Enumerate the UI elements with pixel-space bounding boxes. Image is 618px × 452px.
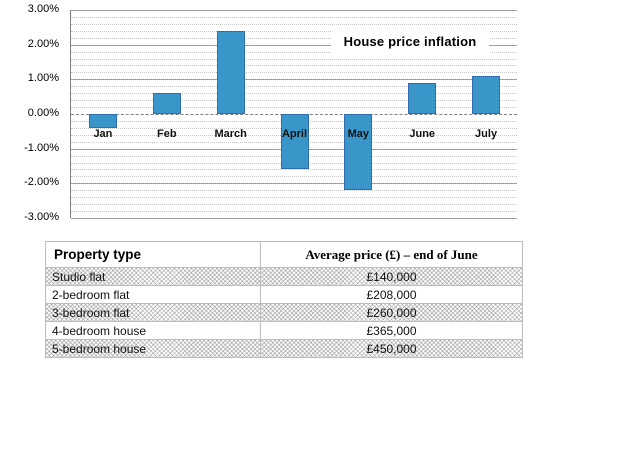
bar-july	[472, 75, 501, 114]
category-label-jan: Jan	[93, 128, 113, 140]
average-price-cell: £260,000	[260, 303, 523, 322]
property-type-cell: Studio flat	[45, 267, 261, 286]
minor-gridline	[71, 211, 517, 213]
minor-gridline	[71, 204, 517, 206]
average-price-cell: £140,000	[260, 267, 523, 286]
category-label-june: June	[409, 128, 436, 140]
y-axis-tick-label: -1.00%	[24, 141, 59, 154]
major-gridline	[71, 183, 517, 185]
property-type-cell: 2-bedroom flat	[45, 285, 261, 304]
bar-feb	[152, 93, 181, 114]
table-body: Studio flat £140,000 2-bedroom flat £208,00…	[45, 267, 523, 358]
table-row: 4-bedroom house £365,000	[45, 321, 523, 340]
table-row: 3-bedroom flat £260,000	[45, 303, 523, 322]
category-label-feb: Feb	[157, 128, 177, 140]
category-label-may: May	[347, 128, 370, 140]
category-label-april: April	[281, 128, 308, 140]
average-price-cell: £365,000	[260, 321, 523, 340]
minor-gridline	[71, 176, 517, 178]
major-gridline	[71, 218, 517, 219]
minor-gridline	[71, 65, 517, 67]
minor-gridline	[71, 100, 517, 102]
minor-gridline	[71, 169, 517, 171]
minor-gridline	[71, 93, 517, 95]
average-price-cell: £450,000	[260, 339, 523, 358]
minor-gridline	[71, 30, 517, 32]
minor-gridline	[71, 23, 517, 25]
y-axis-tick-label: 3.00%	[27, 3, 59, 15]
property-type-cell: 4-bedroom house	[45, 321, 261, 340]
chart-title: House price inflation	[331, 31, 489, 53]
property-type-cell: 3-bedroom flat	[45, 303, 261, 322]
category-label-march: March	[214, 128, 247, 140]
minor-gridline	[71, 58, 517, 60]
minor-gridline	[71, 16, 517, 18]
y-axis-tick-label: -2.00%	[24, 176, 59, 189]
table-row: 2-bedroom flat £208,000	[45, 285, 523, 304]
table-row: 5-bedroom house £450,000	[45, 339, 523, 358]
property-type-cell: 5-bedroom house	[45, 339, 261, 358]
y-axis-tick-label: 2.00%	[27, 37, 59, 50]
average-price-table: Property type Average price (£) – end of…	[45, 241, 523, 358]
minor-gridline	[71, 72, 517, 74]
column-header-property-type: Property type	[45, 241, 261, 268]
plot-area: Jan Feb March April May June July House price i…	[70, 10, 517, 219]
table-header-row: Property type Average price (£) – end of…	[45, 241, 523, 268]
house-price-inflation-chart: 3.00% 2.00% 1.00% 0.00% -1.00% -2.00% -3.00% J…	[24, 3, 517, 223]
bar-jan	[88, 114, 117, 128]
minor-gridline	[71, 190, 517, 192]
bar-april	[280, 114, 309, 170]
major-gridline	[71, 10, 517, 11]
y-axis-tick-label: -3.00%	[24, 211, 59, 223]
major-gridline	[71, 44, 517, 46]
column-header-average-price: Average price (£) – end of June	[260, 241, 523, 268]
minor-gridline	[71, 197, 517, 199]
minor-gridline	[71, 107, 517, 109]
bar-june	[408, 82, 437, 114]
y-axis-tick-label: 0.00%	[27, 107, 59, 119]
average-price-cell: £208,000	[260, 285, 523, 304]
table-row: Studio flat £140,000	[45, 267, 523, 286]
bar-may	[344, 114, 373, 191]
minor-gridline	[71, 86, 517, 88]
major-gridline	[71, 79, 517, 81]
bar-march	[216, 30, 245, 114]
y-axis-tick-label: 1.00%	[27, 72, 59, 85]
minor-gridline	[71, 37, 517, 39]
minor-gridline	[71, 51, 517, 53]
category-label-july: July	[475, 128, 498, 140]
